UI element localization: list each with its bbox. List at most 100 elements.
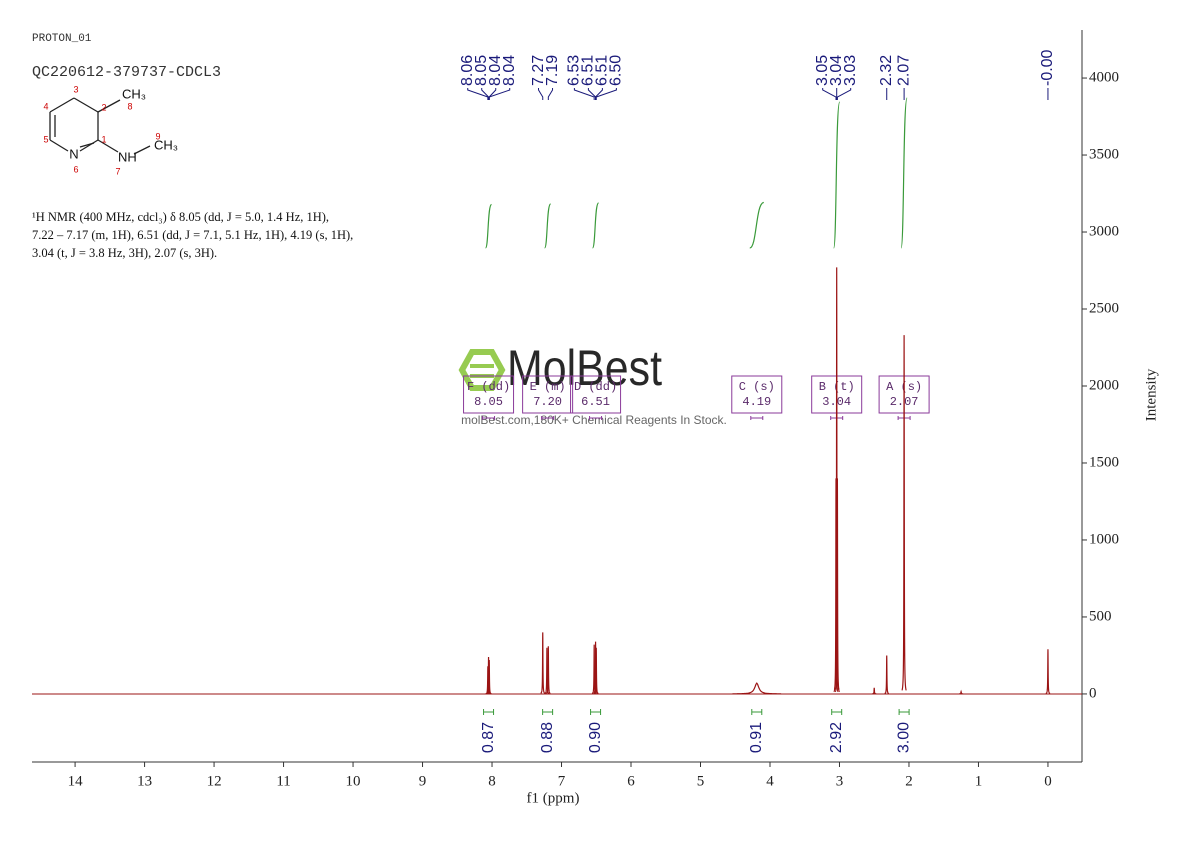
integral-bracket xyxy=(831,709,843,715)
integral-bracket xyxy=(542,709,554,715)
multiplet-shift: 8.05 xyxy=(474,395,503,409)
y-tick-label: 1500 xyxy=(1089,454,1119,470)
watermark-brand: MolBest xyxy=(507,340,662,396)
y-tick-label: 1000 xyxy=(1089,531,1119,547)
integral-curve xyxy=(544,203,552,249)
atom-number: 3 xyxy=(73,84,78,94)
integral-bracket xyxy=(483,709,495,715)
x-tick-label: 6 xyxy=(627,773,635,789)
integral-label: 3.00 xyxy=(895,722,912,753)
nmr-description: 3.04 (t, J = 3.8 Hz, 3H), 2.07 (s, 3H). xyxy=(32,246,217,260)
peak-label-leader xyxy=(822,88,837,100)
multiplet-shift: 6.51 xyxy=(581,395,610,409)
x-tick-label: 2 xyxy=(905,773,913,789)
peak-label: 7.27 xyxy=(530,55,547,86)
integral-bracket xyxy=(898,709,910,715)
peak-label-leader xyxy=(836,88,852,100)
y-axis-label: Intensity xyxy=(1143,368,1159,421)
atom-symbol: N xyxy=(69,146,78,161)
peak-label-leader xyxy=(488,88,497,100)
multiplet-title: C (s) xyxy=(739,380,775,394)
atom-number: 2 xyxy=(101,102,106,112)
x-tick-label: 14 xyxy=(68,773,84,789)
x-axis-label: f1 (ppm) xyxy=(527,790,580,806)
x-tick-label: 4 xyxy=(766,773,774,789)
peak-label-leader xyxy=(538,88,544,100)
experiment-name: PROTON_01 xyxy=(32,33,92,45)
peak-label: 8.06 xyxy=(459,55,476,86)
peak-label-leader xyxy=(595,88,617,100)
peak xyxy=(884,655,889,695)
peak-label: -0.00 xyxy=(1039,49,1056,86)
peak-label: 6.51 xyxy=(594,55,611,86)
peak-label: 8.04 xyxy=(487,55,504,86)
atom-number: 5 xyxy=(43,134,48,144)
x-tick-label: 5 xyxy=(697,773,705,789)
x-tick-label: 13 xyxy=(137,773,152,789)
integral-label: 0.87 xyxy=(480,722,497,753)
peak xyxy=(593,647,599,695)
x-tick-label: 10 xyxy=(346,773,361,789)
nmr-description: 7.22 – 7.17 (m, 1H), 6.51 (dd, J = 7.1, … xyxy=(32,228,353,242)
peak xyxy=(901,335,907,691)
peak xyxy=(486,660,492,695)
integral-curve xyxy=(749,201,765,249)
peak-label: 2.07 xyxy=(895,55,912,86)
integral-bracket xyxy=(590,709,602,715)
multiplet-title: F (dd) xyxy=(467,380,510,394)
peak-label-leader xyxy=(547,88,554,100)
peak-label-leader xyxy=(488,88,511,100)
multiplet-title: E (m) xyxy=(530,380,566,394)
atom-number: 9 xyxy=(155,131,160,141)
integral-label: 0.90 xyxy=(587,722,604,753)
peak-label-leader xyxy=(595,88,603,100)
peak xyxy=(872,687,877,695)
y-tick-label: 0 xyxy=(1089,685,1097,701)
peak xyxy=(540,632,546,694)
peak-label: 8.05 xyxy=(473,55,490,86)
peak xyxy=(732,682,782,695)
peak-label: 8.04 xyxy=(501,55,518,86)
peak-label-leader xyxy=(573,88,595,100)
integral-bracket xyxy=(751,709,763,715)
multiplet-box xyxy=(522,375,574,414)
molecule xyxy=(49,97,151,155)
integral-label: 0.88 xyxy=(539,722,556,753)
x-tick-label: 3 xyxy=(836,773,844,789)
atom-number: 8 xyxy=(127,101,132,111)
watermark-tagline: molBest.com,180K+ Chemical Reagents In S… xyxy=(461,413,727,427)
multiplet-box xyxy=(570,375,622,414)
multiplet-range xyxy=(750,416,764,420)
integral-curve xyxy=(833,101,841,249)
peak xyxy=(545,646,551,695)
y-tick-label: 4000 xyxy=(1089,69,1119,85)
sample-name: QC220612-379737-CDCL3 xyxy=(32,64,221,81)
atom-number: 4 xyxy=(43,101,48,111)
multiplet-box xyxy=(731,375,783,414)
y-tick-label: 2000 xyxy=(1089,377,1119,393)
peak-label: 6.53 xyxy=(566,55,583,86)
peak-label-leader xyxy=(481,88,490,100)
multiplet-title: D (dd) xyxy=(574,380,617,394)
peak-label: 6.50 xyxy=(608,55,625,86)
peak xyxy=(544,647,550,695)
y-tick-label: 2500 xyxy=(1089,300,1119,316)
peak xyxy=(834,478,841,693)
x-tick-label: 9 xyxy=(419,773,427,789)
atom-symbol: CH₃ xyxy=(122,86,146,101)
multiplet-range xyxy=(541,416,555,420)
multiplet-shift: 4.19 xyxy=(742,395,771,409)
atom-symbol: CH₃ xyxy=(154,137,178,152)
atom-number: 1 xyxy=(101,134,106,144)
y-tick-label: 3500 xyxy=(1089,146,1119,162)
integral-label: 2.92 xyxy=(828,722,845,753)
integral-label: 0.91 xyxy=(748,722,765,753)
peak-label: 7.19 xyxy=(544,55,561,86)
atom-symbol: NH xyxy=(118,149,137,164)
multiplet-range xyxy=(589,416,603,420)
peak-label: 2.32 xyxy=(878,55,895,86)
y-tick-label: 500 xyxy=(1089,608,1112,624)
nmr-description: ¹H NMR (400 MHz, cdcl₃) δ 8.05 (dd, J = … xyxy=(32,210,329,224)
